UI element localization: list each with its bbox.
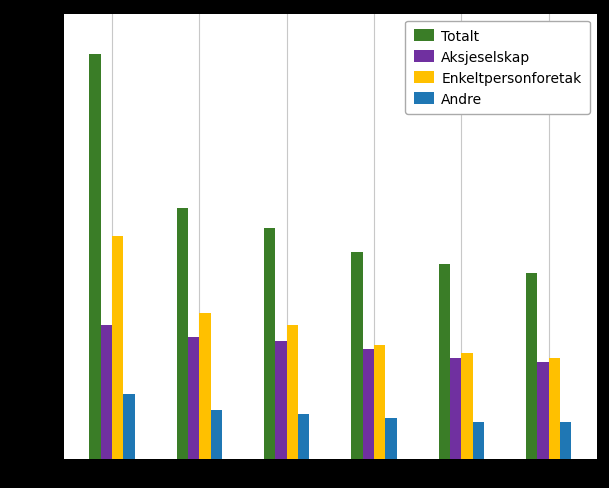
Bar [526, 273, 537, 459]
Bar [177, 208, 188, 459]
Bar [560, 423, 571, 459]
Bar [211, 410, 222, 459]
Bar [385, 418, 397, 459]
Bar [351, 253, 363, 459]
Bar [264, 228, 275, 459]
Bar [450, 358, 462, 459]
Bar [374, 346, 385, 459]
Bar [188, 338, 199, 459]
Bar [275, 342, 287, 459]
Bar [199, 313, 211, 459]
Bar [363, 350, 374, 459]
Bar [549, 358, 560, 459]
Bar [124, 394, 135, 459]
Bar [298, 414, 309, 459]
Bar [537, 362, 549, 459]
Bar [90, 55, 100, 459]
Bar [438, 265, 450, 459]
Bar [287, 325, 298, 459]
Bar [100, 325, 112, 459]
Legend: Totalt, Aksjeselskap, Enkeltpersonforetak, Andre: Totalt, Aksjeselskap, Enkeltpersonforeta… [405, 21, 590, 115]
Bar [462, 354, 473, 459]
Bar [473, 423, 484, 459]
Bar [112, 237, 124, 459]
